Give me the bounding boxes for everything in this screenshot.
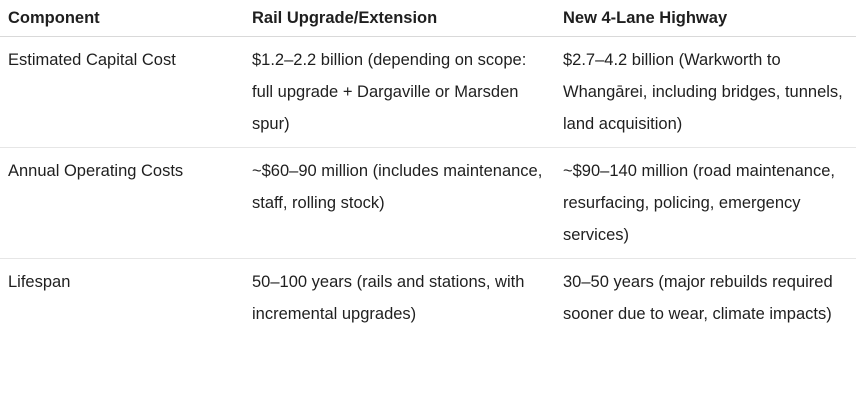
table-header-row: Component Rail Upgrade/Extension New 4-L… bbox=[0, 0, 856, 37]
highway-lifespan: 30–50 years (major rebuilds required soo… bbox=[563, 273, 833, 323]
row-label-capital-cost: Estimated Capital Cost bbox=[0, 36, 244, 148]
table-row: Estimated Capital Cost $1.2–2.2 billion … bbox=[0, 36, 856, 148]
comparison-table: Component Rail Upgrade/Extension New 4-L… bbox=[0, 0, 856, 338]
column-header-component: Component bbox=[0, 0, 244, 37]
highway-operating-costs: ~$90–140 million (road maintenance, resu… bbox=[555, 147, 856, 259]
rail-capital-cost: $1.2–2.2 billion (depending on scope: fu… bbox=[244, 36, 555, 148]
rail-operating-costs: ~$60–90 million (includes maintenance, s… bbox=[244, 147, 555, 259]
column-header-rail: Rail Upgrade/Extension bbox=[244, 0, 555, 37]
table-row: Lifespan 50–100 years (rails and station… bbox=[0, 259, 856, 338]
row-label-operating-costs: Annual Operating Costs bbox=[0, 147, 244, 259]
column-header-highway: New 4-Lane Highway bbox=[555, 0, 856, 37]
rail-lifespan: 50–100 years (rails and stations, with i… bbox=[252, 273, 525, 323]
highway-capital-cost: $2.7–4.2 billion (Warkworth to Whangārei… bbox=[555, 36, 856, 148]
row-label-lifespan: Lifespan bbox=[8, 273, 71, 291]
table-row: Annual Operating Costs ~$60–90 million (… bbox=[0, 147, 856, 259]
